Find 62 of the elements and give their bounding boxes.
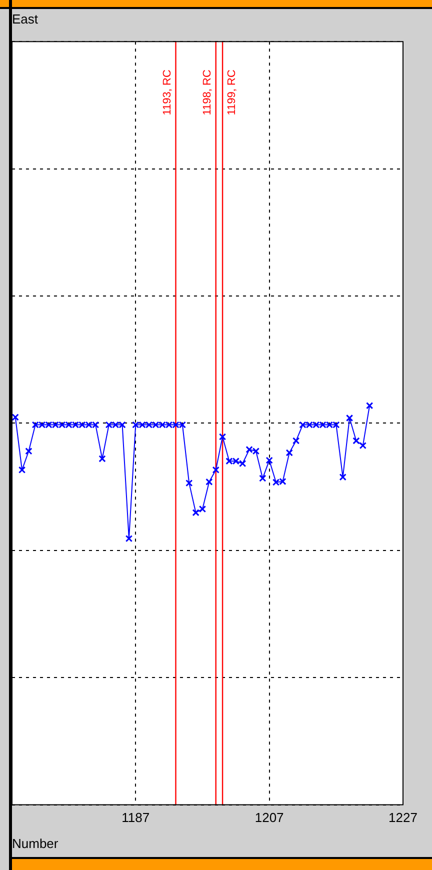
point <box>326 421 334 428</box>
point <box>246 446 253 454</box>
point <box>346 414 354 422</box>
point <box>32 421 39 428</box>
x-axis-title: Number <box>12 836 59 851</box>
point <box>198 505 206 513</box>
point <box>286 449 293 456</box>
point <box>38 421 46 428</box>
point <box>366 402 374 410</box>
point <box>118 421 126 428</box>
point <box>145 421 153 428</box>
point <box>299 421 306 428</box>
point <box>25 448 32 455</box>
point <box>52 421 60 428</box>
ref-line-label: 1199, RC <box>226 70 238 116</box>
point <box>206 478 213 486</box>
point <box>18 466 26 474</box>
point <box>65 421 72 428</box>
point <box>359 442 366 450</box>
point <box>266 456 273 464</box>
point <box>58 421 66 428</box>
point <box>212 466 220 474</box>
x-tick-label: 1207 <box>254 810 284 826</box>
point <box>186 479 193 487</box>
point <box>279 478 286 486</box>
point <box>78 421 86 428</box>
point <box>232 458 240 465</box>
point <box>72 421 80 428</box>
chart-title: East <box>12 11 38 26</box>
point <box>259 474 266 482</box>
point <box>178 421 186 428</box>
point <box>292 437 300 444</box>
point <box>105 421 112 428</box>
x-tick-label: 1187 <box>122 810 150 826</box>
point <box>332 421 340 428</box>
point <box>192 509 200 516</box>
point <box>319 421 326 428</box>
point <box>45 421 52 428</box>
point <box>239 460 246 468</box>
point <box>352 437 360 444</box>
ref-line-label: 1198, RC <box>201 70 214 116</box>
point <box>165 421 173 428</box>
point <box>252 448 260 455</box>
point <box>85 421 92 428</box>
point <box>152 421 160 428</box>
point <box>218 433 226 440</box>
point <box>112 421 120 428</box>
x-tick-label: 1227 <box>388 810 418 826</box>
point <box>272 478 280 486</box>
point <box>92 421 100 428</box>
point <box>172 421 180 428</box>
point <box>158 421 166 428</box>
point <box>339 474 346 481</box>
point <box>138 421 146 428</box>
point <box>12 414 19 421</box>
point <box>312 421 320 428</box>
point <box>132 421 140 428</box>
point <box>306 421 314 428</box>
point <box>98 455 106 462</box>
ref-line-label: 1193, RC <box>161 70 174 116</box>
point <box>125 534 133 542</box>
point <box>226 458 233 465</box>
